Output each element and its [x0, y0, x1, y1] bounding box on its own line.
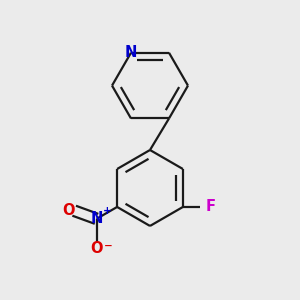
Text: O: O — [62, 203, 74, 218]
Text: N: N — [90, 212, 103, 226]
Text: N: N — [125, 45, 137, 60]
Text: −: − — [104, 241, 112, 251]
Text: +: + — [103, 206, 112, 216]
Text: O: O — [90, 241, 103, 256]
Text: F: F — [206, 200, 216, 214]
